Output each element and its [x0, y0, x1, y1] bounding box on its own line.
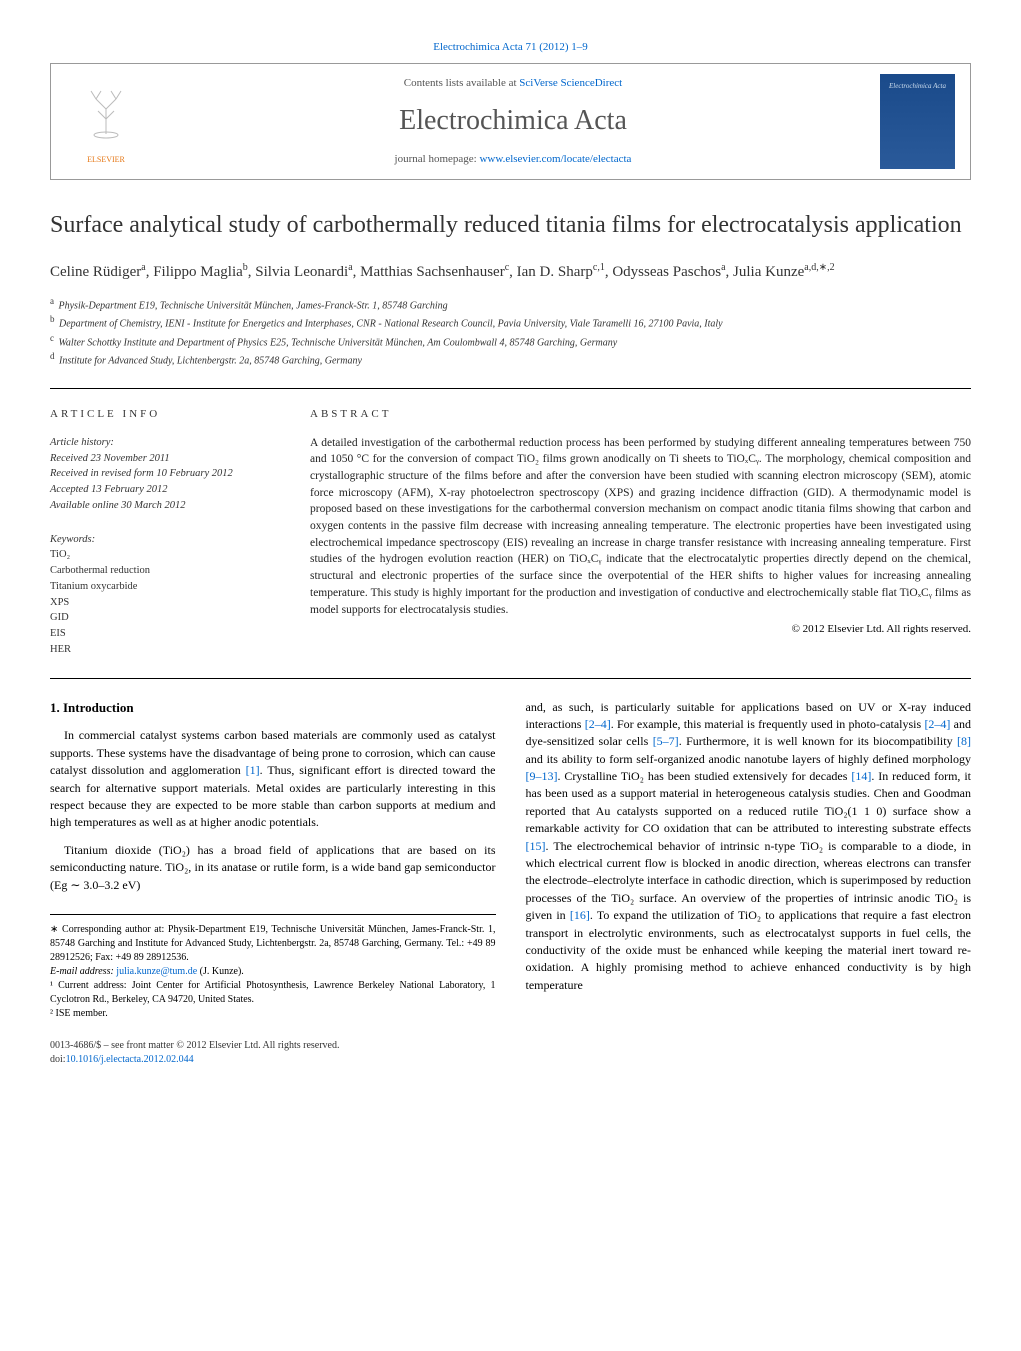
abstract-text: A detailed investigation of the carbothe…	[310, 435, 971, 618]
article-history: Article history: Received 23 November 20…	[50, 435, 280, 514]
homepage-prefix: journal homepage:	[395, 153, 480, 165]
ref-link[interactable]: [8]	[957, 734, 971, 748]
journal-reference: Electrochimica Acta 71 (2012) 1–9	[50, 40, 971, 55]
footnote-2: ² ISE member.	[50, 1007, 496, 1021]
doi-link[interactable]: 10.1016/j.electacta.2012.02.044	[66, 1054, 194, 1065]
affiliations: a Physik-Department E19, Technische Univ…	[50, 295, 971, 368]
history-line: Received in revised form 10 February 201…	[50, 466, 280, 482]
authors: Celine Rüdigera, Filippo Magliab, Silvia…	[50, 260, 971, 284]
article-info-label: ARTICLE INFO	[50, 407, 280, 422]
email-link[interactable]: julia.kunze@tum.de	[116, 966, 197, 977]
ref-link[interactable]: [14]	[851, 769, 871, 783]
footnotes: ∗ Corresponding author at: Physik-Depart…	[50, 914, 496, 1021]
ref-link[interactable]: [5–7]	[653, 734, 679, 748]
email-label: E-mail address:	[50, 966, 116, 977]
history-line: Accepted 13 February 2012	[50, 482, 280, 498]
article-info-column: ARTICLE INFO Article history: Received 2…	[50, 407, 280, 657]
paragraph: Titanium dioxide (TiO₂) has a broad fiel…	[50, 842, 496, 894]
email-line: E-mail address: julia.kunze@tum.de (J. K…	[50, 965, 496, 979]
intro-heading: 1. Introduction	[50, 699, 496, 718]
body-col-left: 1. Introduction In commercial catalyst s…	[50, 699, 496, 1021]
affiliation-line: d Institute for Advanced Study, Lichtenb…	[50, 350, 971, 368]
sciencedirect-link[interactable]: SciVerse ScienceDirect	[519, 77, 622, 89]
journal-name: Electrochimica Acta	[146, 101, 880, 140]
abstract-label: ABSTRACT	[310, 407, 971, 422]
affiliation-line: c Walter Schottky Institute and Departme…	[50, 332, 971, 350]
keyword: HER	[50, 642, 280, 658]
cover-text: Electrochimica Acta	[889, 82, 946, 92]
keyword: TiO₂	[50, 547, 280, 563]
contents-available: Contents lists available at SciVerse Sci…	[146, 76, 880, 91]
keyword: Titanium oxycarbide	[50, 579, 280, 595]
doi-line: doi:10.1016/j.electacta.2012.02.044	[50, 1053, 971, 1067]
history-line: Received 23 November 2011	[50, 451, 280, 467]
keyword: GID	[50, 610, 280, 626]
journal-cover-thumb: Electrochimica Acta	[880, 74, 955, 169]
body-col-right: and, as such, is particularly suitable f…	[526, 699, 972, 1021]
keywords-block: Keywords: TiO₂Carbothermal reductionTita…	[50, 532, 280, 658]
homepage-link[interactable]: www.elsevier.com/locate/electacta	[479, 153, 631, 165]
elsevier-logo: ELSEVIER	[66, 77, 146, 167]
ref-link[interactable]: [15]	[526, 839, 546, 853]
article-title: Surface analytical study of carbothermal…	[50, 210, 971, 241]
paragraph: and, as such, is particularly suitable f…	[526, 699, 972, 995]
divider	[50, 388, 971, 389]
info-abstract-row: ARTICLE INFO Article history: Received 2…	[50, 407, 971, 657]
affiliation-line: a Physik-Department E19, Technische Univ…	[50, 295, 971, 313]
affiliation-line: b Department of Chemistry, IENI - Instit…	[50, 313, 971, 331]
elsevier-label: ELSEVIER	[87, 154, 125, 165]
contents-prefix: Contents lists available at	[404, 77, 519, 89]
ref-link[interactable]: [2–4]	[585, 717, 611, 731]
keyword: XPS	[50, 595, 280, 611]
abstract-column: ABSTRACT A detailed investigation of the…	[310, 407, 971, 657]
history-label: Article history:	[50, 435, 280, 451]
keyword: Carbothermal reduction	[50, 563, 280, 579]
body-columns: 1. Introduction In commercial catalyst s…	[50, 699, 971, 1021]
elsevier-tree-icon	[76, 79, 136, 154]
paragraph: In commercial catalyst systems carbon ba…	[50, 727, 496, 831]
abstract-copyright: © 2012 Elsevier Ltd. All rights reserved…	[310, 622, 971, 637]
email-suffix: (J. Kunze).	[197, 966, 244, 977]
ref-link[interactable]: [9–13]	[526, 769, 558, 783]
keyword: EIS	[50, 626, 280, 642]
corresponding-author-note: ∗ Corresponding author at: Physik-Depart…	[50, 923, 496, 965]
keywords-label: Keywords:	[50, 532, 280, 548]
homepage-line: journal homepage: www.elsevier.com/locat…	[146, 152, 880, 167]
header-center: Contents lists available at SciVerse Sci…	[146, 76, 880, 168]
divider	[50, 678, 971, 679]
doi-label: doi:	[50, 1054, 66, 1065]
ref-link[interactable]: [16]	[570, 908, 590, 922]
ref-link[interactable]: [1]	[246, 763, 260, 777]
ref-link[interactable]: [2–4]	[924, 717, 950, 731]
footnote-1: ¹ Current address: Joint Center for Arti…	[50, 979, 496, 1007]
footer: 0013-4686/$ – see front matter © 2012 El…	[50, 1039, 971, 1067]
history-line: Available online 30 March 2012	[50, 498, 280, 514]
issn-line: 0013-4686/$ – see front matter © 2012 El…	[50, 1039, 971, 1053]
journal-header: ELSEVIER Contents lists available at Sci…	[50, 63, 971, 180]
